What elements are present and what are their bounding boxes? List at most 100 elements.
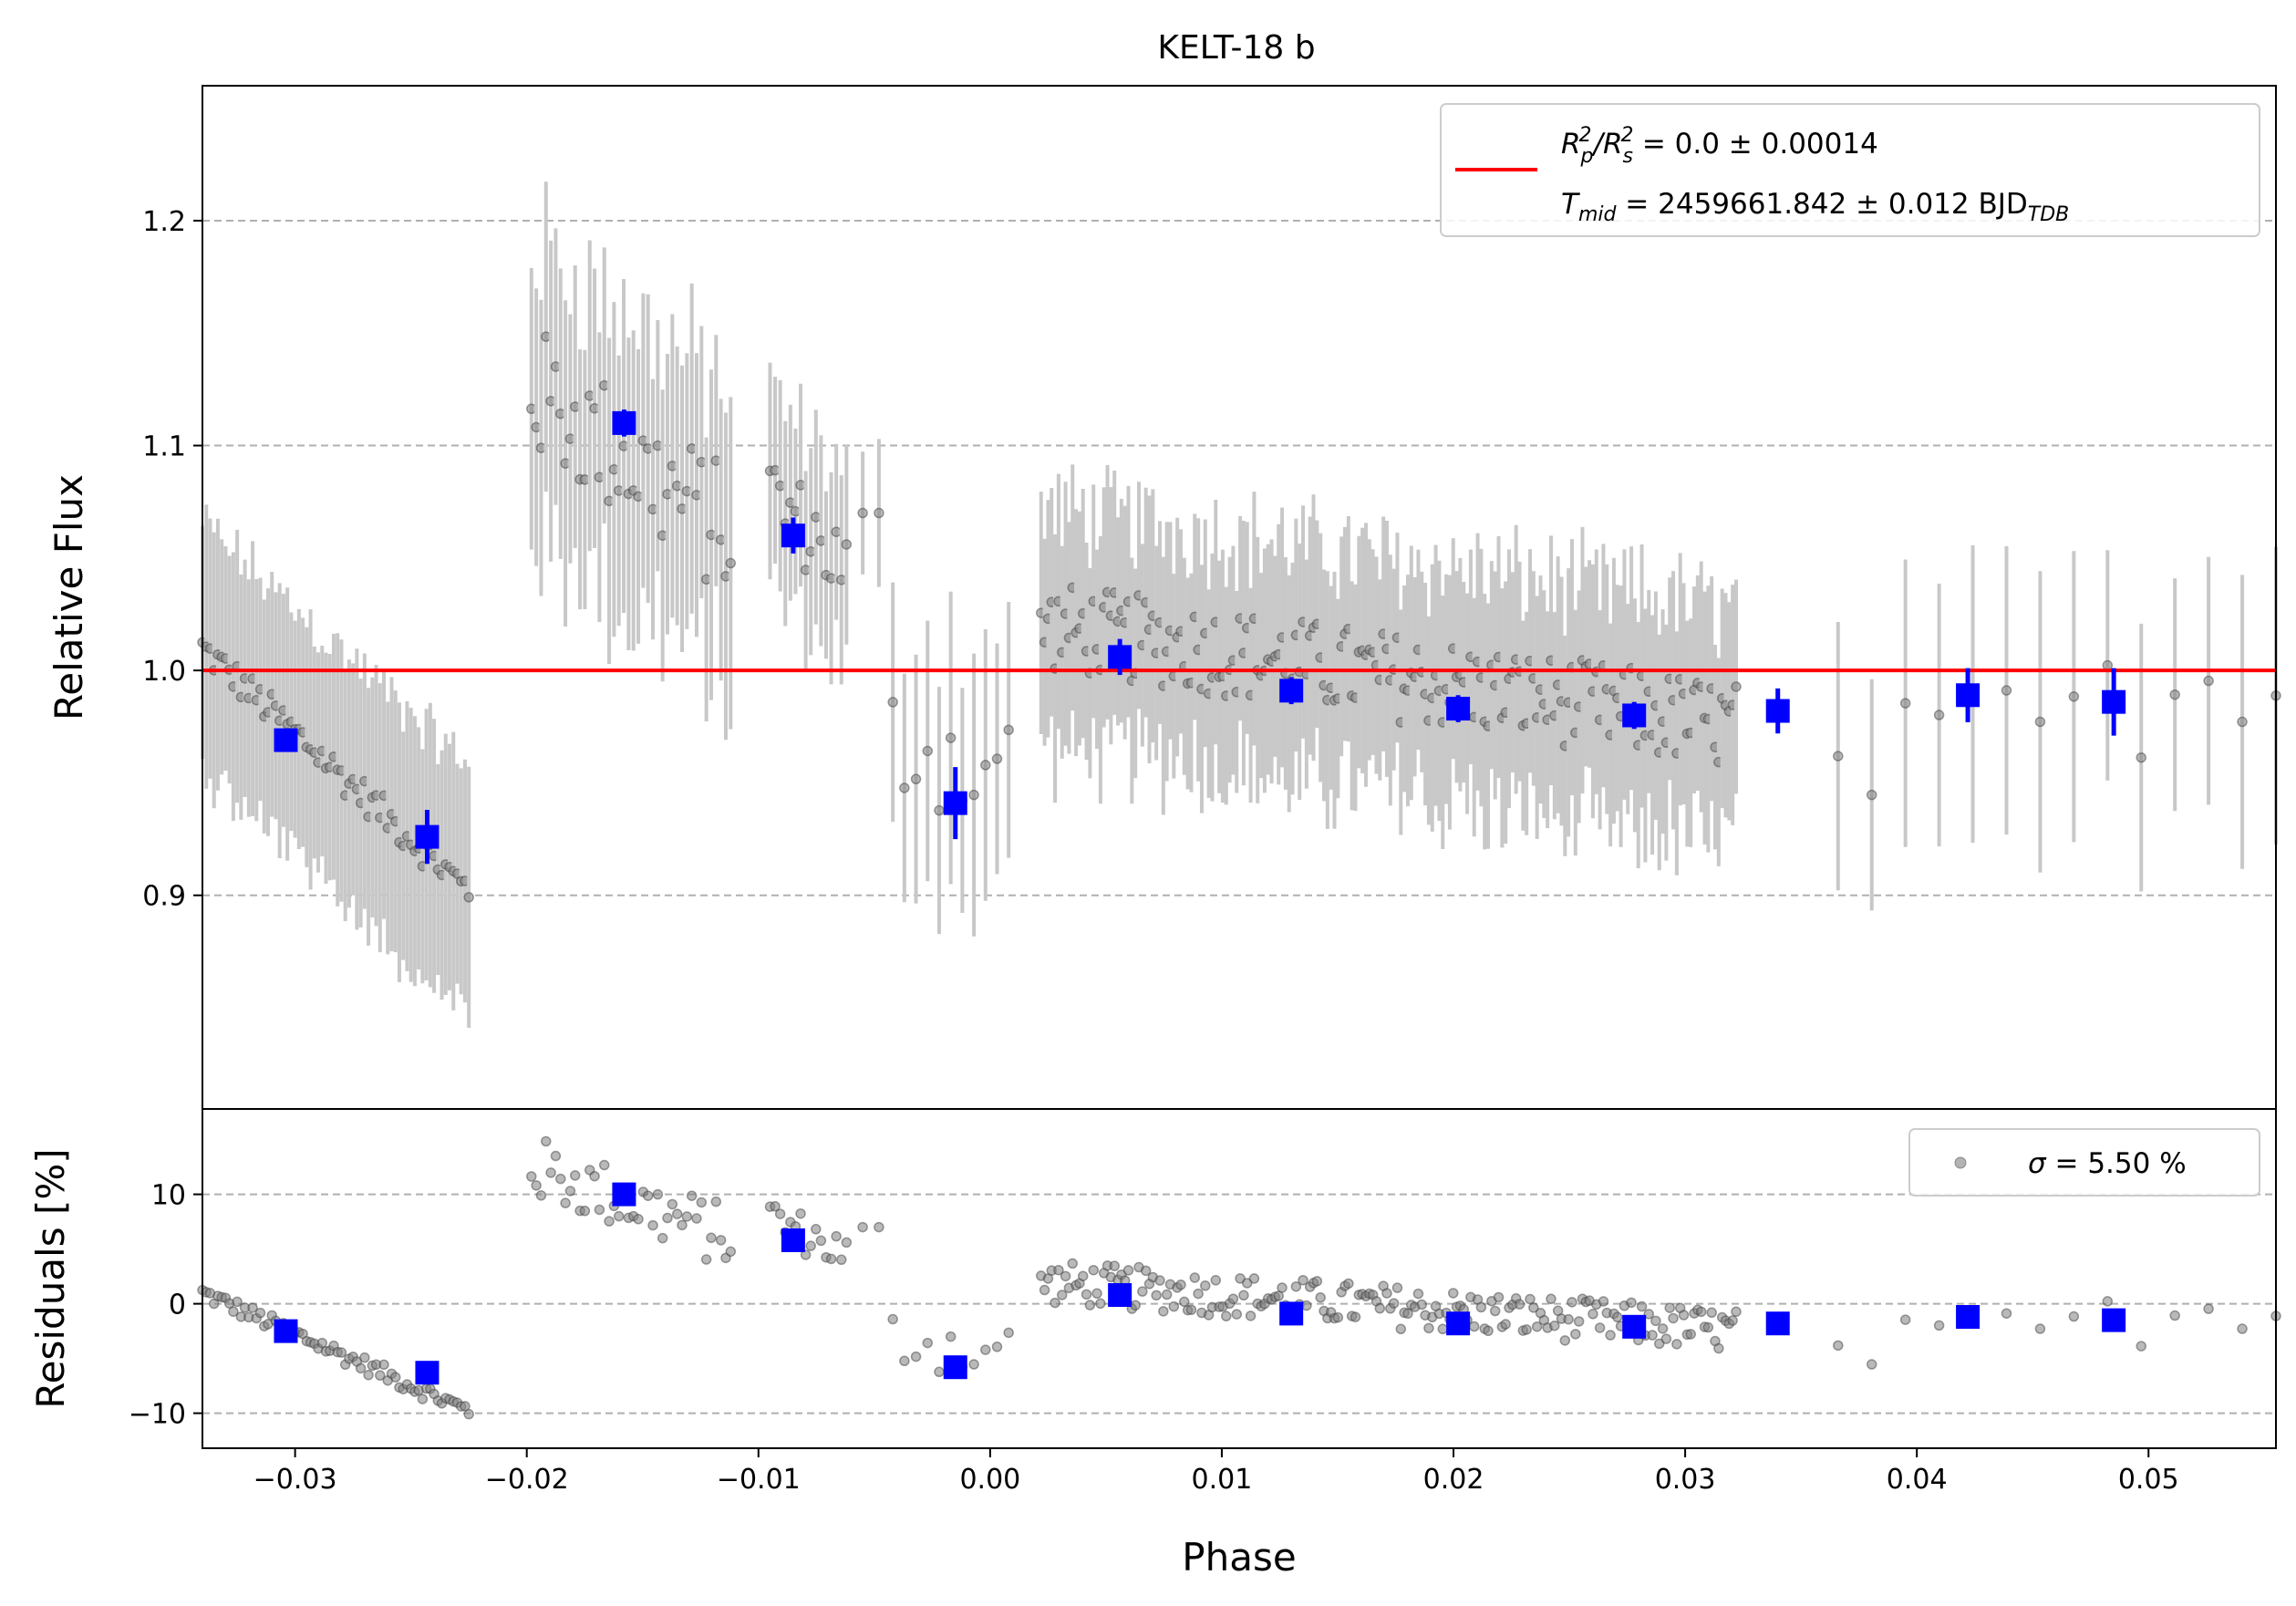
residual-point [1731, 1306, 1742, 1318]
residual-point [545, 1167, 556, 1178]
residuals-y-ticks: −10 0 10 [129, 1180, 202, 1431]
residual-point [1643, 1309, 1654, 1320]
residual-binned-point [2102, 1308, 2126, 1332]
residual-point [1549, 1320, 1560, 1331]
flux-point [910, 773, 922, 785]
flux-point [815, 535, 827, 546]
residual-point [1567, 1297, 1577, 1308]
residual-point [691, 1213, 702, 1224]
residual-binned-point [943, 1355, 967, 1380]
residual-point [922, 1337, 934, 1349]
residual-point [1084, 1300, 1096, 1311]
flux-point [825, 573, 837, 584]
residual-point [1388, 1298, 1400, 1309]
residual-point [1067, 1258, 1078, 1269]
residual-binned-point [1108, 1283, 1132, 1307]
residual-binned-point [612, 1182, 636, 1207]
residual-point [1003, 1327, 1014, 1339]
flux-y-tick-label: 1.2 [142, 206, 186, 238]
flux-point [1899, 698, 1911, 709]
residual-point [934, 1366, 945, 1378]
residual-point [570, 1170, 581, 1181]
residual-point [811, 1224, 822, 1235]
residual-point [1227, 1293, 1239, 1304]
residual-point [1161, 1289, 1173, 1300]
flux-point [1833, 751, 1844, 762]
residual-point [1130, 1300, 1141, 1311]
flux-point [1003, 724, 1014, 736]
residual-point [1546, 1293, 1557, 1305]
residual-point [945, 1331, 957, 1342]
residual-point [2068, 1311, 2080, 1322]
residual-point [1475, 1301, 1487, 1313]
residual-point [1653, 1338, 1665, 1350]
residual-point [1671, 1339, 1682, 1350]
legend-depth-entry: R2 p/R2 s = 0.0 ± 0.00014 [1561, 124, 1878, 168]
residual-point [1594, 1322, 1606, 1333]
residual-point [375, 1370, 386, 1381]
phase-tick-label: −0.03 [253, 1464, 337, 1496]
residual-point [1678, 1310, 1690, 1321]
residual-point [1706, 1307, 1717, 1319]
residuals-legend-marker [1954, 1156, 1967, 1169]
residual-point [1091, 1288, 1102, 1300]
flux-point [770, 464, 781, 476]
phase-x-axis-label: Phase [1182, 1535, 1296, 1580]
residual-point [2136, 1341, 2146, 1352]
flux-binned-point [415, 824, 440, 849]
residual-point [774, 1208, 786, 1219]
residual-point [1343, 1278, 1354, 1290]
residual-point [389, 1372, 401, 1383]
residual-point [657, 1232, 668, 1244]
residuals-binned-points [274, 1182, 2126, 1385]
residuals-panel-frame [202, 1108, 2277, 1449]
residual-point [710, 1196, 722, 1207]
residual-point [1193, 1288, 1204, 1300]
residual-binned-point [781, 1228, 805, 1252]
phase-tick-label: 0.02 [1423, 1464, 1484, 1496]
residual-point [1277, 1282, 1288, 1293]
residual-binned-point [1622, 1314, 1647, 1339]
residual-point [910, 1351, 922, 1363]
residual-point [825, 1253, 837, 1265]
residual-point [2169, 1310, 2180, 1321]
residual-point [647, 1219, 658, 1231]
residual-point [667, 1198, 678, 1210]
residual-point [968, 1359, 979, 1370]
residual-point [1933, 1320, 1945, 1331]
residual-point [1050, 1297, 1060, 1309]
residual-point [1154, 1275, 1165, 1286]
residual-point [1412, 1288, 1424, 1300]
flux-point [980, 760, 991, 771]
residual-point [1660, 1333, 1672, 1344]
residual-point [355, 1363, 367, 1374]
residual-point [1657, 1323, 1669, 1334]
flux-binned-point [274, 728, 298, 752]
residual-point [1713, 1342, 1724, 1354]
flux-y-ticks: 0.9 1.0 1.1 1.2 [142, 206, 202, 913]
flux-y-tick-label: 0.9 [142, 881, 186, 913]
residual-point [1350, 1311, 1361, 1322]
flux-point [899, 782, 910, 793]
residual-point [1402, 1308, 1413, 1320]
residual-point [1598, 1296, 1609, 1307]
residual-point [1189, 1272, 1201, 1283]
residual-point [232, 1296, 243, 1308]
residual-point [1559, 1335, 1571, 1346]
flux-y-tick-label: 1.1 [142, 431, 186, 463]
residual-point [1521, 1324, 1532, 1335]
residual-point [1315, 1291, 1326, 1303]
residual-point [700, 1254, 712, 1265]
residual-point [1702, 1321, 1714, 1333]
phase-tick-label: 0.00 [959, 1464, 1020, 1496]
residual-point [795, 1207, 806, 1219]
residual-point [1298, 1274, 1308, 1286]
residual-point [841, 1237, 853, 1249]
phase-tick-label: 0.01 [1192, 1464, 1253, 1496]
residual-point [681, 1211, 693, 1222]
residuals-legend-box [1908, 1128, 2260, 1197]
flux-legend: R2 p/R2 s = 0.0 ± 0.00014 Tmid = 2459661.8… [1440, 103, 2260, 237]
residual-point [1447, 1288, 1459, 1299]
flux-point [463, 892, 474, 903]
flux-point [945, 732, 957, 743]
